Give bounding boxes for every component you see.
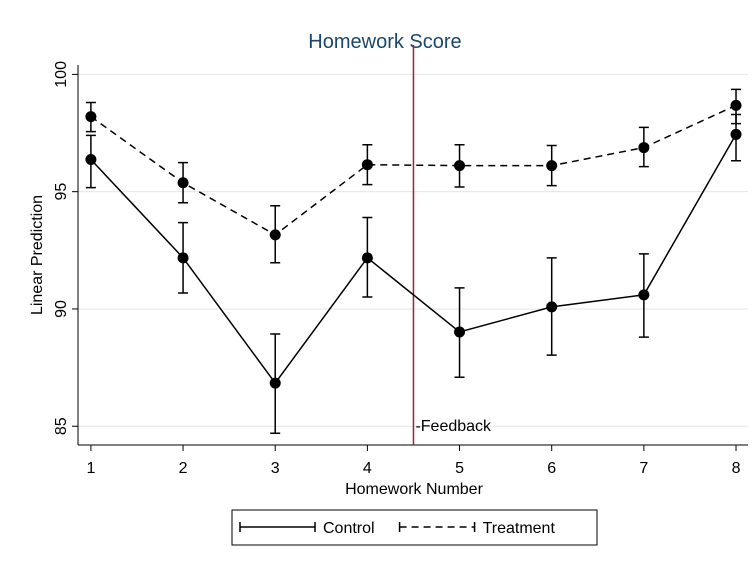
point bbox=[361, 159, 373, 171]
legend-box bbox=[231, 509, 598, 546]
x-tick-label: 1 bbox=[86, 460, 95, 477]
annotation: -Feedback bbox=[415, 418, 492, 435]
point bbox=[454, 160, 466, 172]
x-tick-label: 8 bbox=[732, 460, 741, 477]
chart-title: Homework Score bbox=[308, 31, 461, 53]
x-tick-label: 4 bbox=[363, 460, 372, 477]
point bbox=[546, 301, 558, 313]
x-axis-label: Homework Number bbox=[345, 481, 483, 498]
y-axis-label: Linear Prediction bbox=[29, 195, 46, 315]
point bbox=[638, 142, 650, 154]
point bbox=[730, 99, 742, 111]
legend-swatch bbox=[239, 522, 316, 532]
legend-label: Control bbox=[323, 520, 375, 537]
legend-label: Treatment bbox=[483, 520, 556, 537]
x-tick-label: 6 bbox=[547, 460, 556, 477]
y-tick-label: 95 bbox=[53, 183, 70, 201]
point bbox=[454, 326, 466, 338]
point bbox=[177, 252, 189, 264]
x-tick-label: 5 bbox=[455, 460, 464, 477]
point bbox=[546, 160, 558, 172]
x-tick-label: 7 bbox=[639, 460, 648, 477]
x-tick-label: 3 bbox=[271, 460, 280, 477]
series-line bbox=[90, 134, 737, 385]
point bbox=[269, 377, 281, 389]
y-tick-label: 100 bbox=[53, 61, 70, 88]
point bbox=[177, 177, 189, 189]
point bbox=[85, 111, 97, 123]
x-tick-label: 2 bbox=[179, 460, 188, 477]
point bbox=[638, 289, 650, 301]
point bbox=[361, 252, 373, 264]
y-tick-label: 85 bbox=[53, 417, 70, 435]
y-tick-label: 90 bbox=[53, 300, 70, 318]
point bbox=[269, 229, 281, 241]
point bbox=[730, 128, 742, 140]
point bbox=[85, 154, 97, 166]
